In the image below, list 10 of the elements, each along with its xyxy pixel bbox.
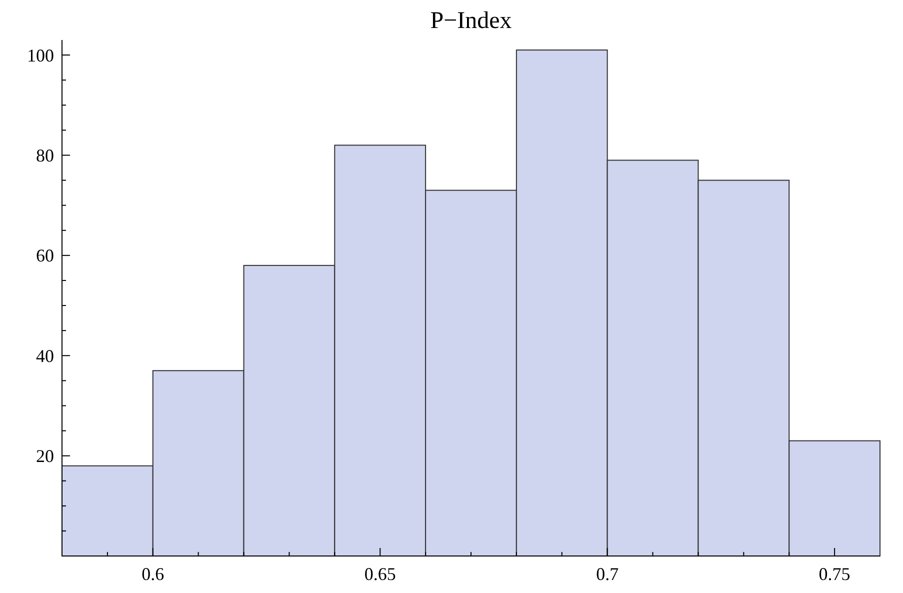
x-tick-label: 0.6 [142,564,164,584]
y-tick-label: 100 [27,45,54,66]
x-tick-label: 0.75 [818,564,850,584]
x-tick-label: 0.65 [364,564,396,584]
y-tick-label: 80 [36,146,54,166]
y-tick-label: 20 [36,446,54,466]
x-tick-label: 0.7 [596,564,619,584]
chart-title: P−Index [430,8,512,34]
y-tick-label: 40 [36,346,54,366]
y-tick-label: 60 [36,246,54,266]
